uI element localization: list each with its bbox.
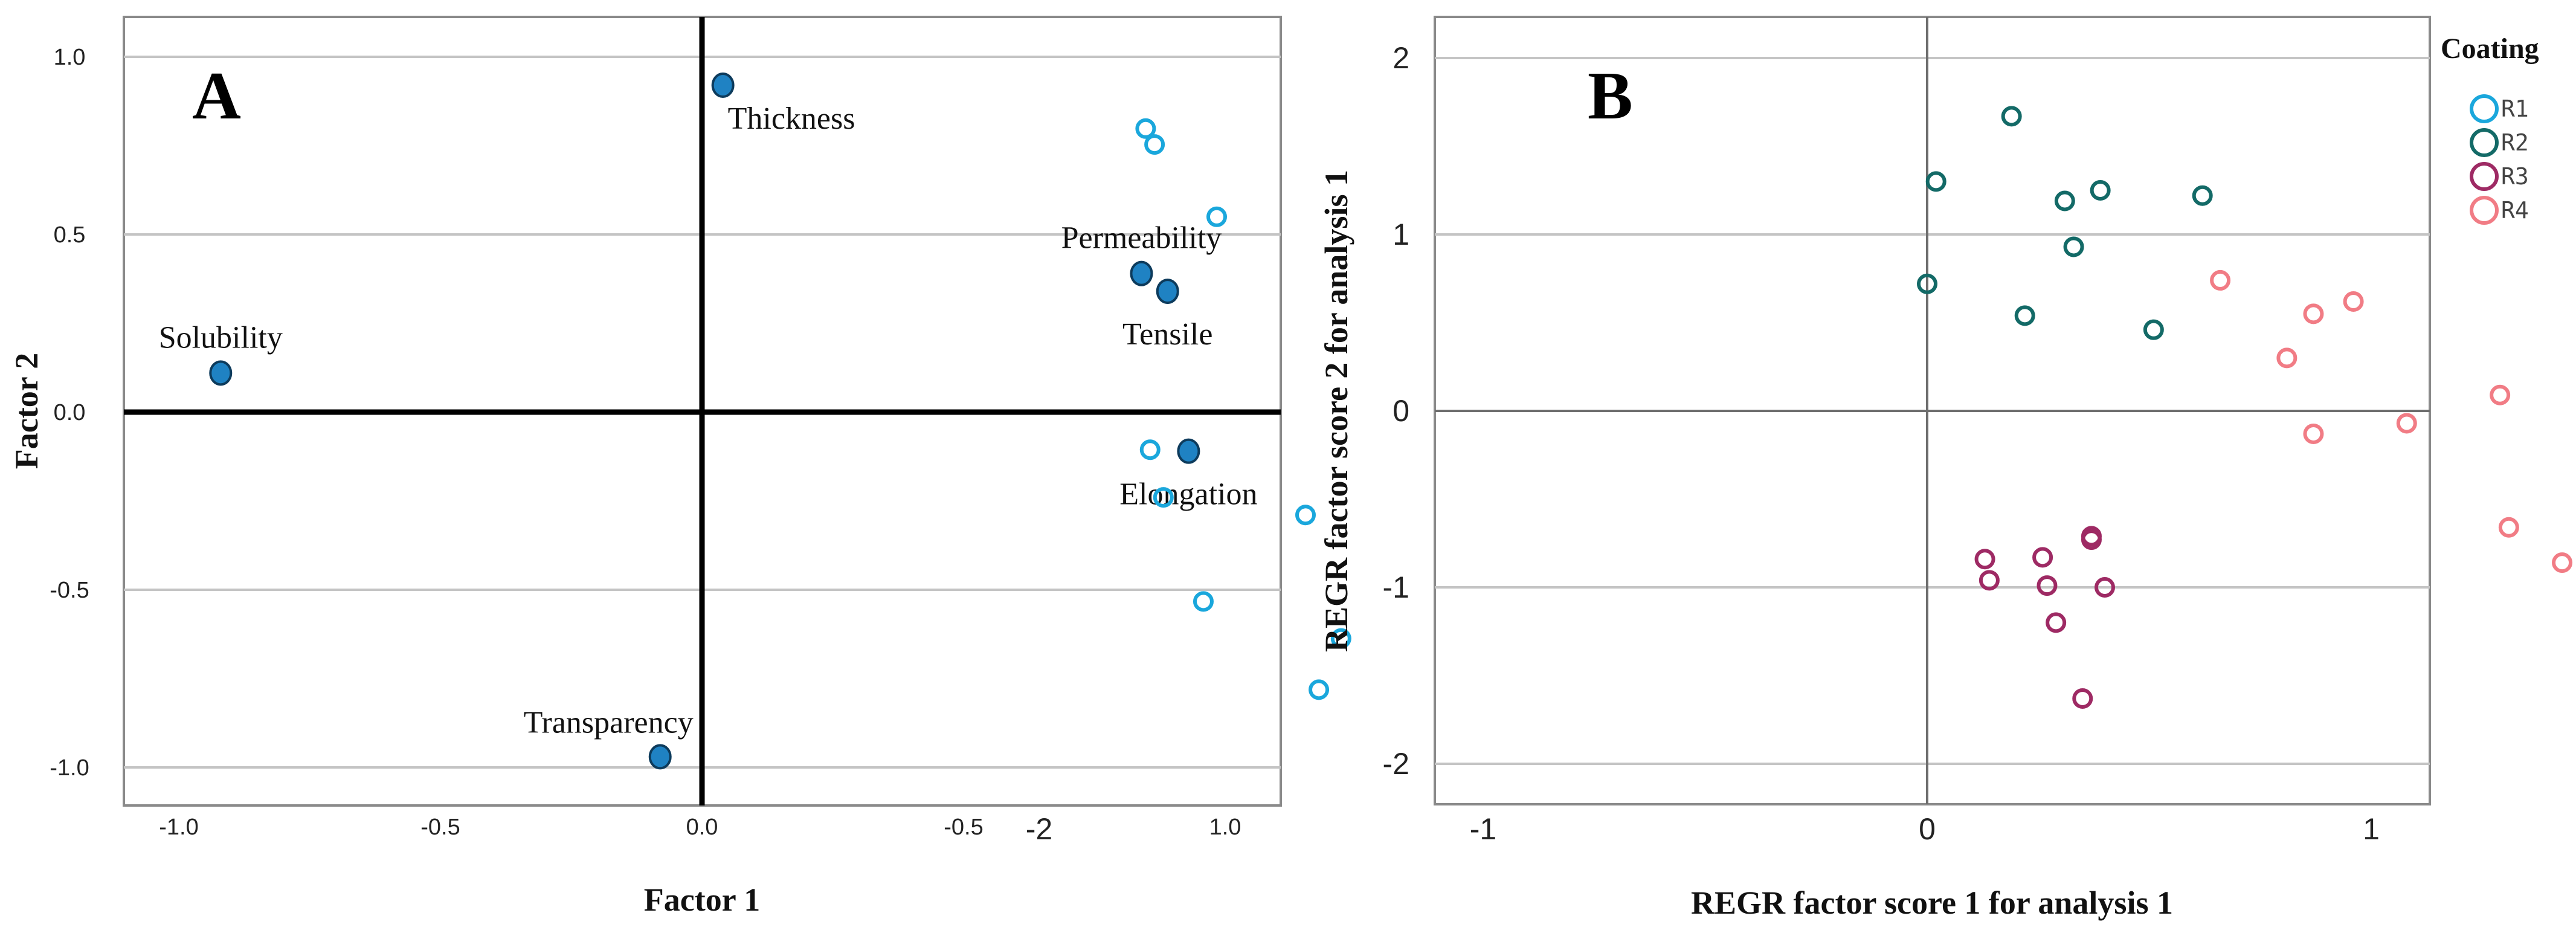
panel-a-point-label: Solubility <box>159 320 283 355</box>
panel-b-point-r3 <box>1974 549 1995 570</box>
panel-b-point-r3 <box>2037 575 2058 596</box>
panel-b-point-r2 <box>2143 319 2164 340</box>
panel-a-zero-lines <box>124 17 1281 805</box>
panel-b-point-r3 <box>1979 570 2000 591</box>
panel-b-x-tick-label: 1 <box>2363 812 2380 846</box>
panel-b-y-tick-label: 1 <box>1393 218 1409 251</box>
panel-b-point-r2 <box>2063 236 2084 257</box>
legend-marker-r2 <box>2470 128 2499 157</box>
panel-a-x-tick-label: -1.0 <box>159 815 198 840</box>
panel-b-point-r4 <box>2210 270 2231 291</box>
panel-a-point <box>1156 279 1179 305</box>
legend-label-r1: R1 <box>2501 95 2529 122</box>
panel-b-y-tick-label: -2 <box>1383 747 1409 781</box>
panel-a-point <box>648 744 672 770</box>
panel-a-y-tick-label: 0.5 <box>54 222 86 248</box>
panel-b-point-r1 <box>1295 505 1316 526</box>
panel-b-point-r3 <box>2095 577 2115 598</box>
panel-b-point-r1 <box>1139 439 1161 460</box>
panel-b-tick-labels: -2-1012210-1-2 <box>1026 41 2380 846</box>
panel-b-point-r1 <box>1135 118 1156 139</box>
panel-b-point-r3 <box>2046 612 2067 633</box>
panel-b-point-r3 <box>2072 688 2093 709</box>
panel-b-point-r4 <box>2303 303 2324 324</box>
panel-b-point-r3 <box>2081 529 2102 550</box>
panel-a-point <box>711 73 735 98</box>
legend-title: Coating <box>2441 33 2539 65</box>
panel-a-x-tick-label: -0.5 <box>944 815 983 840</box>
panel-a-x-tick-label: 1.0 <box>1209 815 1241 840</box>
panel-b-point-r4 <box>2490 384 2511 405</box>
panel-a-point-label: Tensile <box>1122 317 1212 352</box>
panel-a-y-tick-label: -1.0 <box>50 755 89 781</box>
panel-b-point-r2 <box>2090 180 2111 201</box>
panel-b-points <box>1135 106 2573 709</box>
panel-b-chart: -2-1012210-1-2 B REGR factor score 1 for… <box>1026 16 2573 921</box>
panel-a-point-label: Elongation <box>1119 477 1257 512</box>
panel-b-point-r4 <box>2276 347 2297 369</box>
panel-a-point <box>1130 260 1153 286</box>
panel-a-point <box>1177 438 1200 464</box>
panel-a-chart: -1.0 -0.5 0.0 -0.5 1.0 1.0 0.5 0.0 -0.5 -1.0 Thic… <box>8 16 1282 918</box>
panel-a-x-tick-label: 0.0 <box>686 815 718 840</box>
panel-b-point-r4 <box>2303 423 2324 444</box>
legend-marker-r4 <box>2470 196 2499 225</box>
legend-marker-r3 <box>2470 162 2499 191</box>
legend-label-r2: R2 <box>2501 129 2529 156</box>
panel-a-x-axis-label: Factor 1 <box>644 882 760 918</box>
panel-a-tick-labels: -1.0 -0.5 0.0 -0.5 1.0 1.0 0.5 0.0 -0.5 -1.0 <box>50 45 1241 840</box>
legend: Coating R1 R2 R3 R4 <box>2441 33 2539 225</box>
panel-b-point-r4 <box>2343 291 2364 312</box>
panel-b-y-tick-label: 2 <box>1393 41 1409 75</box>
panel-b-point-r2 <box>1917 273 1937 294</box>
panel-b-point-r1 <box>1193 591 1214 612</box>
panel-b-point-r4 <box>2552 552 2573 573</box>
panel-b-point-r1 <box>1330 628 1351 649</box>
panel-b-point-r1 <box>1153 487 1174 508</box>
panel-a-point <box>209 360 233 386</box>
panel-a-y-axis-label: Factor 2 <box>8 353 45 469</box>
panel-b-letter: B <box>1588 59 1633 134</box>
legend-marker-r1 <box>2470 94 2499 123</box>
legend-label-r3: R3 <box>2501 163 2529 190</box>
panel-b-point-r2 <box>2192 185 2213 206</box>
panel-b-point-r2 <box>2001 106 2022 127</box>
panel-b-y-tick-label: -1 <box>1383 570 1409 604</box>
panel-b-y-tick-label: 0 <box>1393 394 1409 428</box>
panel-a-y-tick-label: 0.0 <box>54 400 86 425</box>
panel-a-points: Thickness Permeability Tensile Solubility El… <box>159 73 1257 770</box>
panel-b-zero-lines <box>1435 17 2430 804</box>
panel-b-point-r2 <box>2054 190 2075 211</box>
panel-b-point-r1 <box>1206 206 1227 227</box>
panel-a-letter: A <box>192 59 241 134</box>
panel-a-y-tick-label: -0.5 <box>50 578 89 603</box>
panel-b-point-r1 <box>1309 679 1330 700</box>
panel-b-x-axis-label: REGR factor score 1 for analysis 1 <box>1691 885 2173 921</box>
panel-b-point-r3 <box>2032 547 2053 568</box>
panel-b-x-tick-label: -1 <box>1470 812 1496 846</box>
panel-b-x-tick-label: -2 <box>1026 812 1052 846</box>
panel-a-y-tick-label: 1.0 <box>54 45 86 70</box>
panel-a-point-label: Thickness <box>728 102 855 136</box>
panel-b-point-r1 <box>1144 134 1165 155</box>
panel-b-point-r4 <box>2498 517 2519 538</box>
panel-b-y-axis-label: REGR factor score 2 for analysis 1 <box>1318 170 1354 652</box>
panel-a-point-label: Transparency <box>524 705 694 740</box>
panel-b-gridlines <box>1435 57 2430 765</box>
panel-a-point-label: Permeability <box>1061 221 1222 256</box>
legend-items: R1 R2 R3 R4 <box>2470 94 2529 225</box>
panel-b-point-r4 <box>2396 413 2417 434</box>
panel-b-x-tick-label: 0 <box>1919 812 1936 846</box>
panel-b-point-r2 <box>1925 171 1946 192</box>
panel-a-x-tick-label: -0.5 <box>420 815 460 840</box>
legend-label-r4: R4 <box>2501 197 2529 224</box>
panel-b-point-r2 <box>2014 305 2035 326</box>
